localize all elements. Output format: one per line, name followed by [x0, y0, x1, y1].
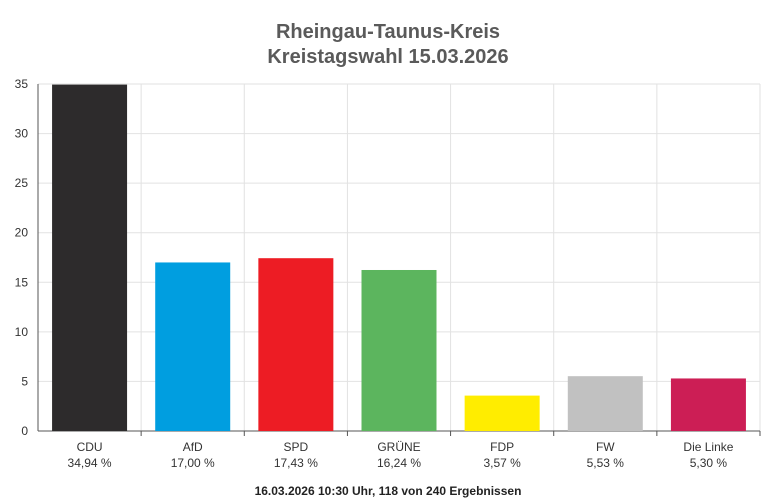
bar-afd [155, 262, 231, 431]
x-tick-label: FW [596, 440, 615, 454]
x-tick-label: Die Linke [683, 440, 733, 454]
bar-cdu [52, 84, 128, 432]
y-tick-label: 5 [21, 374, 28, 388]
y-tick-label: 25 [15, 176, 29, 190]
chart-subtitle: Kreistagswahl 15.03.2026 [267, 46, 509, 68]
footer-status: 16.03.2026 10:30 Uhr, 118 von 240 Ergebn… [254, 484, 522, 498]
data-label: 3,57 % [483, 456, 521, 470]
y-tick-label: 15 [15, 275, 29, 289]
bar-die-linke [670, 378, 746, 431]
bar-fdp [464, 395, 540, 431]
x-tick-label: SPD [284, 440, 309, 454]
bar-spd [258, 258, 334, 431]
chart-title: Rheingau-Taunus-Kreis [275, 21, 501, 43]
data-label: 16,24 % [377, 456, 421, 470]
y-tick-label: 20 [15, 226, 29, 240]
data-label: 17,43 % [274, 456, 318, 470]
data-label: 17,00 % [171, 456, 215, 470]
data-label: 5,53 % [587, 456, 625, 470]
bar-grüne [361, 269, 437, 431]
y-tick-label: 0 [21, 424, 28, 438]
y-tick-label: 10 [15, 325, 29, 339]
x-tick-label: AfD [183, 440, 203, 454]
data-label: 5,30 % [690, 456, 728, 470]
data-label: 34,94 % [68, 456, 112, 470]
y-tick-label: 30 [15, 127, 29, 141]
x-tick-label: CDU [77, 440, 103, 454]
x-tick-label: GRÜNE [377, 440, 420, 454]
y-tick-label: 35 [15, 77, 29, 91]
bar-fw [567, 376, 643, 431]
x-tick-label: FDP [490, 440, 514, 454]
